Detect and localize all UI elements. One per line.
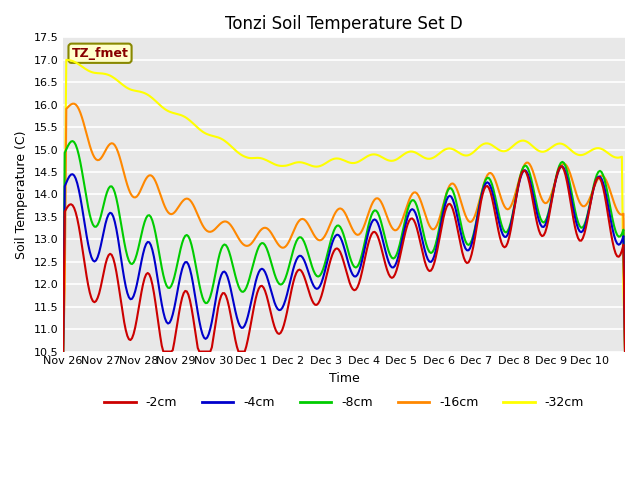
Title: Tonzi Soil Temperature Set D: Tonzi Soil Temperature Set D [225,15,463,33]
Legend: -2cm, -4cm, -8cm, -16cm, -32cm: -2cm, -4cm, -8cm, -16cm, -32cm [99,391,589,414]
X-axis label: Time: Time [329,372,360,385]
Y-axis label: Soil Temperature (C): Soil Temperature (C) [15,130,28,259]
Text: TZ_fmet: TZ_fmet [72,47,129,60]
